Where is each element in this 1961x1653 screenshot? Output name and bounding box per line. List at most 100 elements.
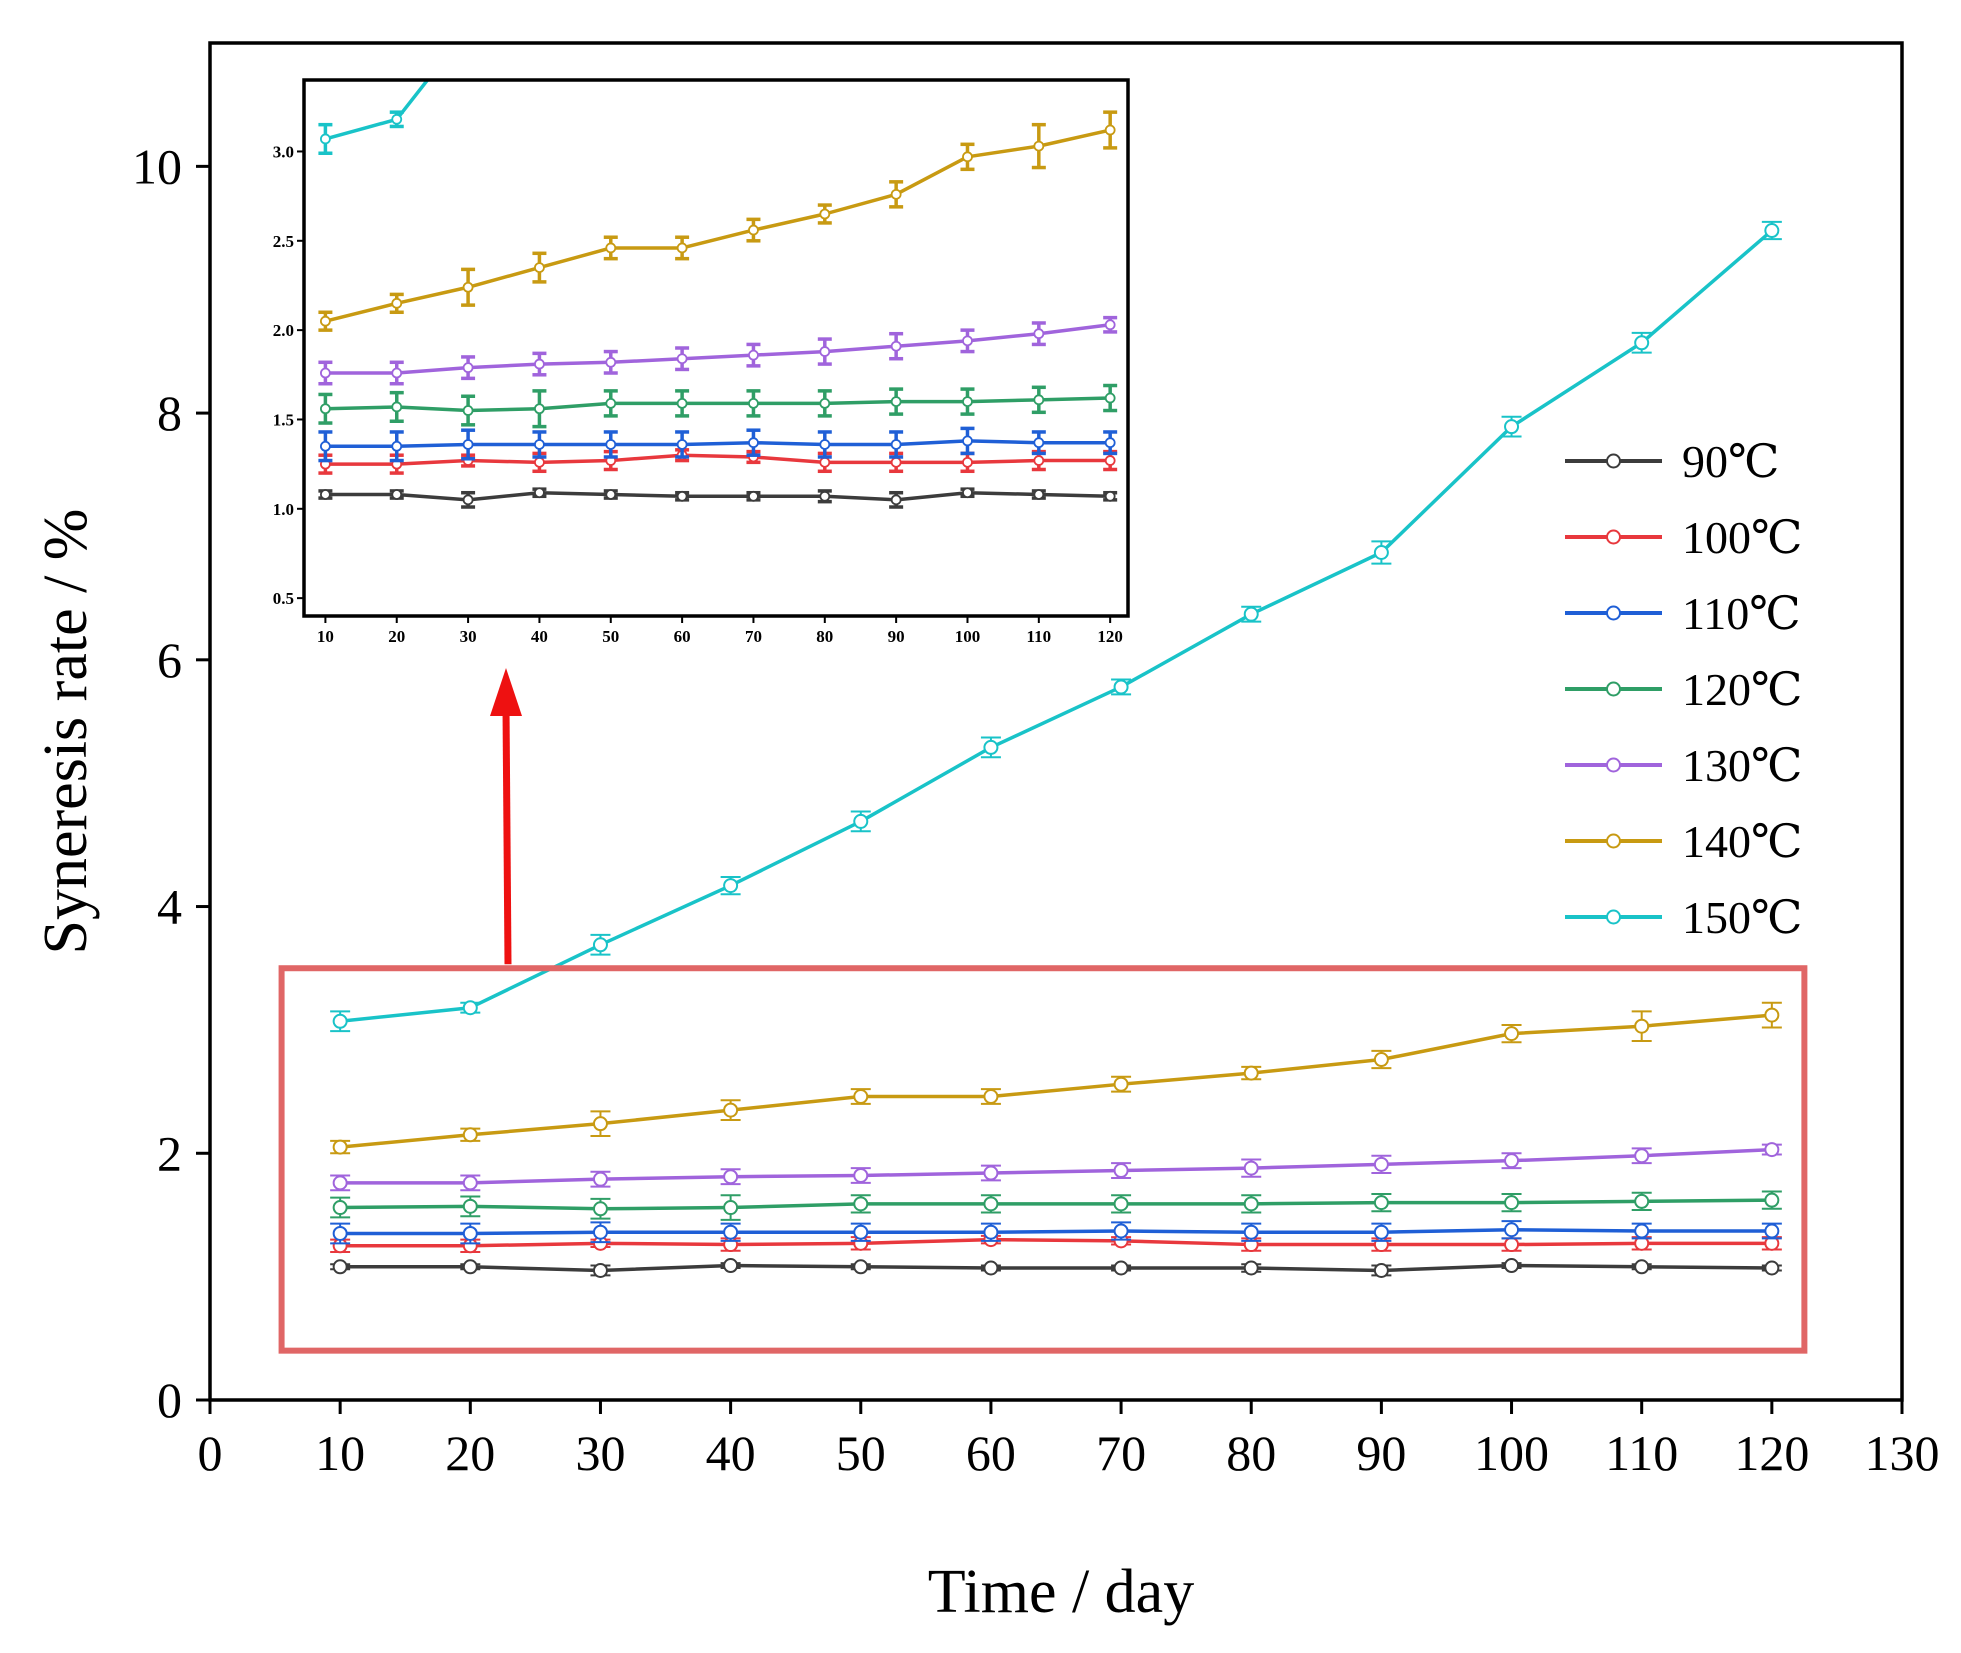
legend-marker xyxy=(1606,909,1621,925)
series-140℃ xyxy=(330,1001,1782,1155)
data-point xyxy=(1504,1195,1520,1211)
x-tick-label: 20 xyxy=(445,1425,495,1481)
inset-y-tick-label: 3.0 xyxy=(273,142,294,161)
series-line xyxy=(339,229,1773,1024)
data-point xyxy=(748,437,759,449)
data-point xyxy=(1373,1224,1389,1240)
data-point xyxy=(1033,489,1045,500)
inset-x-tick-label: 40 xyxy=(531,627,548,646)
data-point xyxy=(462,494,474,506)
inset-x-tick-label: 110 xyxy=(1027,627,1052,646)
data-point xyxy=(1764,1142,1780,1158)
data-point xyxy=(748,397,759,409)
legend-item: 100℃ xyxy=(1565,512,1802,563)
legend: 90℃ 100℃ 110℃ 120℃ 130℃ 140℃ 150℃ xyxy=(1565,436,1802,943)
data-point xyxy=(890,396,902,408)
series-line xyxy=(325,453,1111,466)
data-point xyxy=(592,1224,608,1240)
data-point xyxy=(748,490,759,502)
data-point xyxy=(1113,1196,1129,1212)
x-tick-label: 130 xyxy=(1865,1425,1940,1481)
data-point xyxy=(853,1224,869,1240)
data-point xyxy=(1243,1224,1259,1240)
data-point xyxy=(462,405,474,416)
data-point xyxy=(1033,140,1045,152)
legend-label: 100℃ xyxy=(1682,512,1802,563)
data-point xyxy=(391,367,403,379)
data-point xyxy=(819,346,831,357)
main-plot: 0 10 20 30 40 50 60 70 80 90 100 110 120 130 0 2 4 6 8 10 xyxy=(132,41,1940,1481)
data-point xyxy=(819,439,831,450)
data-point xyxy=(890,456,902,468)
data-point xyxy=(723,878,739,894)
data-point xyxy=(320,315,331,327)
series-line xyxy=(339,1013,1772,1149)
data-point xyxy=(1104,319,1116,331)
legend-marker xyxy=(1606,681,1621,697)
x-tick-label: 10 xyxy=(315,1425,365,1481)
data-point xyxy=(1243,1196,1259,1212)
data-point xyxy=(1373,1195,1389,1211)
data-point xyxy=(723,1102,739,1118)
data-point xyxy=(890,188,902,200)
data-point xyxy=(853,1196,869,1212)
legend-label: 130℃ xyxy=(1682,740,1802,791)
x-tick-label: 60 xyxy=(966,1425,1016,1481)
data-point xyxy=(1764,1007,1780,1023)
data-point xyxy=(605,242,617,254)
legend-marker xyxy=(1606,833,1621,849)
legend-item: 120℃ xyxy=(1565,664,1802,715)
series-150℃ xyxy=(330,220,1782,1033)
data-point xyxy=(676,397,688,409)
data-point xyxy=(1243,1160,1259,1176)
data-point xyxy=(1373,1052,1389,1068)
inset-background xyxy=(304,80,1128,616)
data-point xyxy=(853,1167,869,1183)
data-point xyxy=(983,1196,999,1212)
series-line xyxy=(340,1237,1772,1248)
y-tick-label: 8 xyxy=(157,385,182,441)
arrow-shaft xyxy=(502,707,512,965)
data-point xyxy=(962,487,973,499)
series-line xyxy=(325,490,1111,502)
legend-label: 110℃ xyxy=(1682,588,1801,639)
inset-y-tick-label: 1.0 xyxy=(273,500,294,519)
inset-x-tick-label: 10 xyxy=(317,627,334,646)
inset-x-tick-label: 70 xyxy=(745,627,762,646)
highlight-box xyxy=(278,965,1808,1354)
x-tick-label: 100 xyxy=(1474,1425,1549,1481)
data-point xyxy=(534,262,545,274)
data-point xyxy=(332,1139,348,1155)
data-point xyxy=(819,490,831,502)
data-point xyxy=(1504,1153,1520,1169)
data-point xyxy=(1373,1156,1389,1172)
data-point xyxy=(890,439,902,450)
inset-y-tick-label: 1.5 xyxy=(273,410,294,429)
series-90℃ xyxy=(318,487,1118,509)
data-point xyxy=(1504,1237,1520,1253)
series-line xyxy=(340,1228,1772,1236)
data-point xyxy=(1033,394,1045,406)
series-150℃ xyxy=(318,80,430,156)
data-point xyxy=(723,1258,739,1274)
data-point xyxy=(462,281,474,293)
inset-x-tick-label: 50 xyxy=(602,627,619,646)
data-point xyxy=(320,403,331,415)
data-point xyxy=(1504,1258,1520,1274)
legend-item: 90℃ xyxy=(1565,436,1779,487)
legend-marker xyxy=(1606,529,1621,545)
data-point xyxy=(1634,1193,1650,1209)
data-point xyxy=(748,349,759,361)
data-point xyxy=(1033,455,1045,466)
data-point xyxy=(748,224,759,236)
data-point xyxy=(391,401,403,413)
plot-frame xyxy=(208,41,1904,1402)
data-point xyxy=(962,335,973,347)
data-point xyxy=(605,356,617,368)
data-point xyxy=(983,1260,999,1276)
data-point xyxy=(1373,1262,1389,1278)
data-point xyxy=(962,151,973,163)
data-point xyxy=(1113,1076,1129,1092)
